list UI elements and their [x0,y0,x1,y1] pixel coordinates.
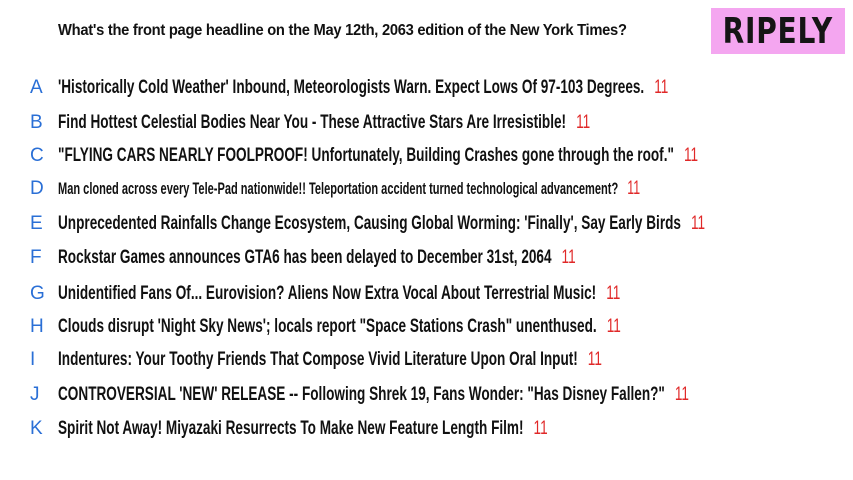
option-text: 'Historically Cold Weather' Inbound, Met… [58,77,668,99]
option-count: 11 [606,283,621,304]
option-letter: B [30,112,43,133]
option-text: Man cloned across every Tele-Pad nationw… [58,178,640,200]
option-count: 11 [576,112,591,133]
option-count: 11 [654,77,669,98]
option-label: Spirit Not Away! Miyazaki Resurrects To … [58,418,524,439]
option-text: Indentures: Your Toothy Friends That Com… [58,349,602,371]
logo-text: RIPELY [722,10,834,52]
option-label: CONTROVERSIAL 'NEW' RELEASE -- Following… [58,384,665,405]
option-text: "FLYING CARS NEARLY FOOLPROOF! Unfortuna… [58,145,698,167]
option-label: Unidentified Fans Of... Eurovision? Alie… [58,283,597,304]
option-text: Unprecedented Rainfalls Change Ecosystem… [58,213,705,235]
option-count: 11 [690,213,706,234]
option-letter: K [30,418,43,439]
option-count: 11 [561,247,576,268]
option-count: 11 [683,145,699,166]
option-letter: E [30,213,43,234]
option-label: Clouds disrupt 'Night Sky News'; locals … [58,316,597,337]
option-text: Rockstar Games announces GTA6 has been d… [58,247,576,269]
option-label: Man cloned across every Tele-Pad nationw… [58,179,619,198]
option-count: 11 [674,384,689,405]
option-letter: F [30,247,42,268]
option-text: Spirit Not Away! Miyazaki Resurrects To … [58,418,548,440]
option-count: 11 [606,316,621,337]
option-count: 11 [627,178,641,199]
option-label: 'Historically Cold Weather' Inbound, Met… [58,77,645,98]
option-text: Unidentified Fans Of... Eurovision? Alie… [58,283,620,305]
option-letter: J [30,384,40,405]
option-letter: H [30,316,44,337]
option-count: 11 [533,418,548,439]
option-label: Indentures: Your Toothy Friends That Com… [58,349,578,370]
option-text: Find Hottest Celestial Bodies Near You -… [58,112,590,134]
option-letter: A [30,77,43,98]
option-letter: G [30,283,45,304]
option-label: Unprecedented Rainfalls Change Ecosystem… [58,213,681,234]
option-label: "FLYING CARS NEARLY FOOLPROOF! Unfortuna… [58,145,674,166]
option-letter: D [30,178,44,199]
option-letter: I [30,349,36,370]
option-count: 11 [587,349,602,370]
ripely-logo: RIPELY [711,8,845,54]
question-text: What's the front page headline on the Ma… [58,22,627,39]
option-letter: C [30,145,44,166]
option-label: Rockstar Games announces GTA6 has been d… [58,247,552,268]
option-label: Find Hottest Celestial Bodies Near You -… [58,112,567,133]
option-text: CONTROVERSIAL 'NEW' RELEASE -- Following… [58,384,689,406]
option-text: Clouds disrupt 'Night Sky News'; locals … [58,316,621,338]
